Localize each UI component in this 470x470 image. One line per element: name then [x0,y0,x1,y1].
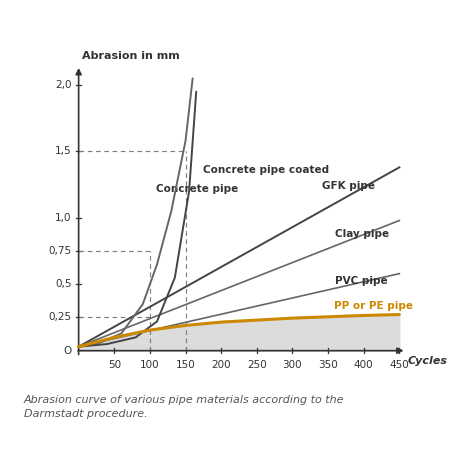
Text: 300: 300 [282,360,302,370]
Text: 1,0: 1,0 [55,213,71,223]
Text: Concrete pipe coated: Concrete pipe coated [204,165,329,175]
Text: Concrete pipe: Concrete pipe [156,184,238,194]
Text: Cycles: Cycles [408,356,448,366]
Text: 400: 400 [354,360,374,370]
Text: 450: 450 [390,360,409,370]
Text: GFK pipe: GFK pipe [322,181,376,191]
Text: Clay pipe: Clay pipe [335,229,389,239]
Text: 1,5: 1,5 [55,147,71,157]
Text: 150: 150 [176,360,196,370]
Text: 100: 100 [140,360,160,370]
Text: 0,75: 0,75 [48,246,71,256]
Text: 0,25: 0,25 [48,313,71,322]
Text: 50: 50 [108,360,121,370]
Text: PP or PE pipe: PP or PE pipe [334,301,413,311]
Text: Abrasion curve of various pipe materials according to the
Darmstadt procedure.: Abrasion curve of various pipe materials… [24,395,344,419]
Text: O: O [63,345,71,356]
Text: 350: 350 [318,360,338,370]
Text: 2,0: 2,0 [55,80,71,90]
Text: 200: 200 [212,360,231,370]
Text: Abrasion in mm: Abrasion in mm [82,51,180,61]
Text: PVC pipe: PVC pipe [335,275,388,286]
Text: 0,5: 0,5 [55,279,71,289]
Text: 250: 250 [247,360,266,370]
